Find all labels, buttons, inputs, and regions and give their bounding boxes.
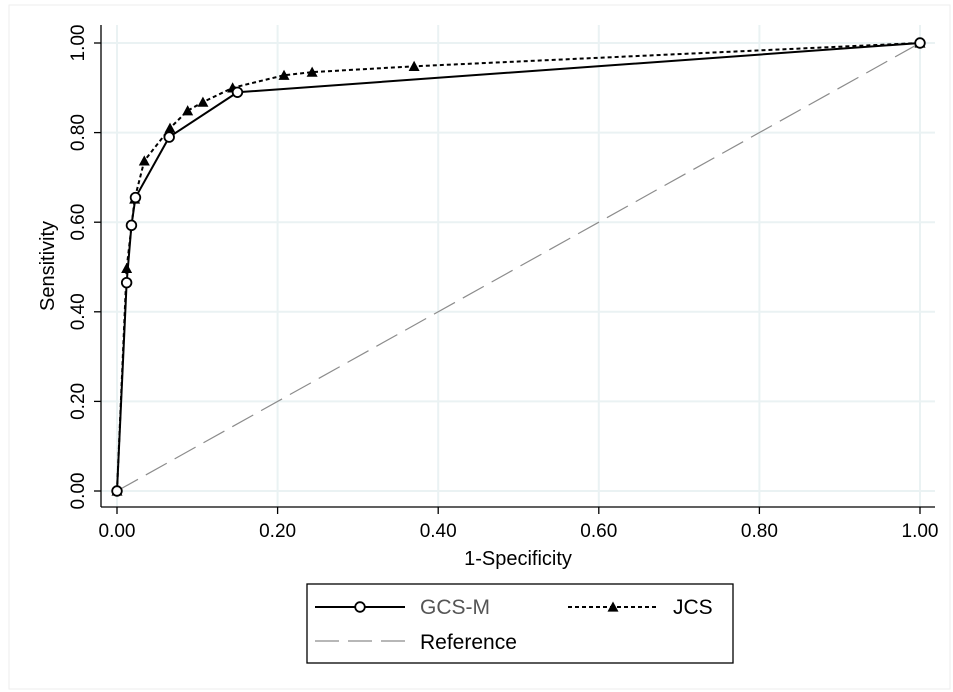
x-tick-label: 0.40 xyxy=(420,521,457,542)
axes: 0.00 0.20 0.40 0.60 0.80 1.00 0.00 0.20 0.40 0.60… xyxy=(68,25,938,542)
data-point xyxy=(164,122,176,133)
y-tick-label: 0.60 xyxy=(68,204,89,241)
legend-box xyxy=(306,583,734,664)
data-point xyxy=(138,155,150,166)
data-point xyxy=(182,105,194,116)
x-tick-label: 0.20 xyxy=(259,521,296,542)
series-reference xyxy=(116,42,921,492)
legend-swatch-marker xyxy=(607,601,619,612)
y-tick-label: 0.80 xyxy=(68,114,89,151)
legend-label-jcs: JCS xyxy=(673,596,713,619)
legend-label-gcs-m: GCS-M xyxy=(420,596,490,619)
data-point xyxy=(125,219,138,232)
plot-area xyxy=(101,25,935,507)
data-point xyxy=(306,66,318,77)
x-tick-label: 0.60 xyxy=(580,521,617,542)
x-axis-title: 1-Specificity xyxy=(464,548,572,570)
x-tick-label: 1.00 xyxy=(902,521,939,542)
data-point xyxy=(163,131,175,143)
series-layer xyxy=(111,37,926,497)
data-point xyxy=(121,262,133,274)
y-tick-label: 0.20 xyxy=(68,383,89,420)
gridlines xyxy=(101,25,935,507)
data-point xyxy=(231,86,244,98)
data-point xyxy=(120,276,133,289)
y-tick-label: 0.40 xyxy=(68,293,89,330)
x-tick-label: 0.80 xyxy=(741,521,778,542)
data-point xyxy=(111,485,123,497)
chart-frame xyxy=(8,4,951,690)
data-point xyxy=(129,191,142,204)
y-tick-label: 1.00 xyxy=(68,25,89,62)
legend-swatch-marker xyxy=(354,601,366,613)
y-axis-title: Sensitivity xyxy=(37,221,59,311)
x-tick-label: 0.00 xyxy=(99,521,136,542)
series-gcs-m xyxy=(111,37,926,497)
series-line xyxy=(116,42,921,492)
data-point xyxy=(197,96,209,107)
data-point xyxy=(914,37,926,49)
legend: GCS-M JCS Reference xyxy=(306,583,734,664)
legend-label-reference: Reference xyxy=(420,631,517,654)
data-point xyxy=(278,69,290,80)
data-point xyxy=(408,60,420,71)
y-tick-label: 0.00 xyxy=(68,473,89,510)
